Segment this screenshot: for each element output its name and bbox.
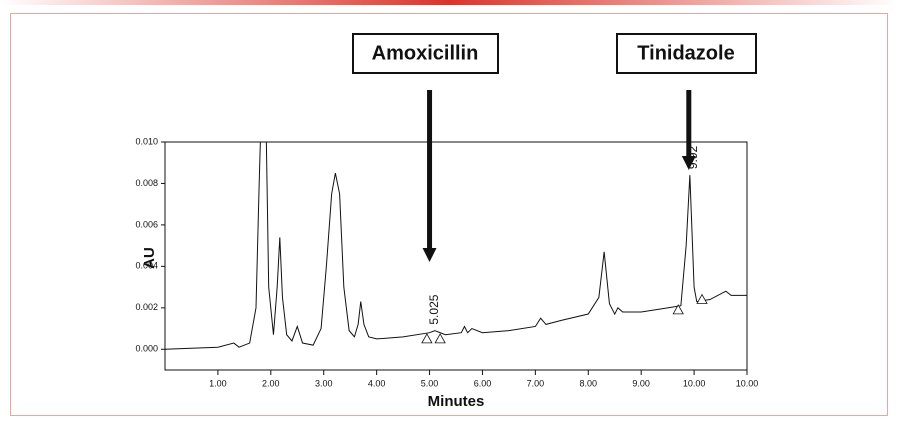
- peak-marker: [434, 333, 446, 344]
- x-tick-label: 10.00: [683, 378, 706, 388]
- x-tick-label: 9.00: [632, 378, 650, 388]
- plot-area: [164, 141, 748, 371]
- annotation: Amoxicillin: [372, 42, 479, 64]
- x-tick-label: 5.00: [421, 378, 439, 388]
- peak-marker: [672, 304, 684, 315]
- y-tick-label: 0.000: [135, 344, 158, 354]
- y-axis-label: AU: [141, 247, 158, 269]
- y-tick-label: 0.002: [135, 302, 158, 312]
- x-tick-label: 6.00: [474, 378, 492, 388]
- x-tick-label: 10.00: [736, 378, 759, 388]
- y-tick-label: 0.006: [135, 219, 158, 229]
- trace-line: [165, 142, 747, 350]
- y-tick-label: 0.004: [135, 261, 158, 271]
- y-tick-label: 0.010: [135, 136, 158, 146]
- annotation: Tinidazole: [637, 42, 734, 64]
- x-tick-label: 3.00: [315, 378, 333, 388]
- x-tick-label: 2.00: [262, 378, 280, 388]
- x-tick-label: 7.00: [527, 378, 545, 388]
- x-tick-label: 4.00: [368, 378, 386, 388]
- frame: [10, 13, 888, 416]
- top-bar: [0, 0, 898, 5]
- arrow-head: [422, 248, 437, 262]
- annotation-box: [352, 33, 499, 74]
- annotation-box: [616, 33, 757, 74]
- peak-marker: [421, 333, 433, 344]
- y-tick-label: 0.008: [135, 178, 158, 188]
- peak-marker: [696, 293, 708, 304]
- x-tick-label: 8.00: [580, 378, 598, 388]
- x-axis-label: Minutes: [428, 393, 485, 410]
- arrow-head: [681, 156, 696, 170]
- x-tick-label: 1.00: [209, 378, 227, 388]
- peak-label: 5.025: [427, 294, 441, 324]
